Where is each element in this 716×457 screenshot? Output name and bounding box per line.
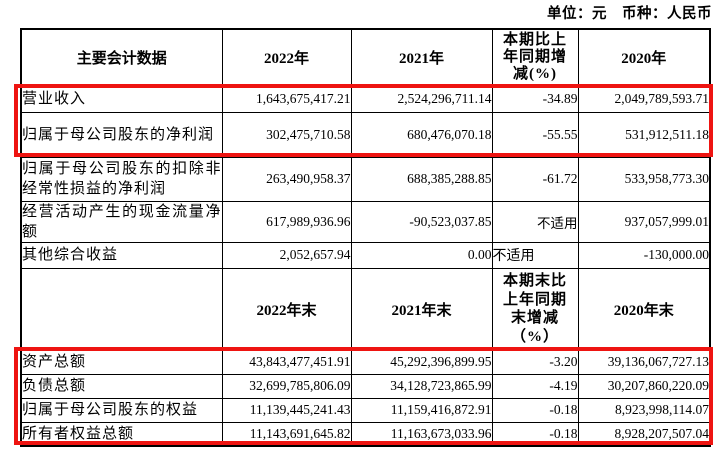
value-cell: -34.89 [491,84,579,113]
col-header-empty [20,267,223,351]
table-row: 其他综合收益 2,052,657.94 0.00 不适用 -130,000.00 [20,241,711,269]
table-row: 归属于母公司股东的净利润 302,475,710.58 680,476,070.18… [20,111,711,158]
row-label-cell: 归属于母公司股东的净利润 [20,111,223,158]
header-row-annual: 主要会计数据 2022年 2021年 本期比上年同期增减(%) 2020年 [20,28,711,86]
row-label-cell: 归属于母公司股东的权益 [20,397,223,423]
table-row: 归属于母公司股东的扣除非经常性损益的净利润 263,490,958.37 688,3… [20,156,711,202]
col-header-2022-year-end: 2022年末 [221,267,352,351]
table-section-year-end: 2022年末 2021年末 本期末比上年同期末增减（%） 2020年末 资产总额… [20,267,711,447]
row-label-cell: 营业收入 [20,84,223,113]
value-cell: 263,490,958.37 [221,156,352,202]
col-header-2021: 2021年 [350,28,493,86]
value-cell: 531,912,511.18 [577,111,711,158]
row-label-cell: 其他综合收益 [20,241,223,269]
value-cell: 2,049,789,593.71 [577,84,711,113]
value-cell: -90,523,037.85 [350,200,493,243]
value-cell: 11,139,445,241.43 [221,397,352,423]
table-section-annual: 主要会计数据 2022年 2021年 本期比上年同期增减(%) 2020年 营业… [20,28,711,269]
col-header-2020-year-end: 2020年末 [577,267,711,351]
value-cell: 8,923,998,114.07 [577,397,711,423]
value-cell: 39,136,067,727.13 [577,349,711,375]
value-cell: 688,385,288.85 [350,156,493,202]
value-cell: 680,476,070.18 [350,111,493,158]
row-label-cell: 负债总额 [20,373,223,399]
table-row: 资产总额 43,843,477,451.91 45,292,396,899.95 -3… [20,349,711,375]
value-cell: 43,843,477,451.91 [221,349,352,375]
col-header-2021-year-end: 2021年末 [350,267,493,351]
value-cell: 302,475,710.58 [221,111,352,158]
col-header-year-end-change: 本期末比上年同期末增减（%） [491,267,579,351]
value-cell: -4.19 [491,373,579,399]
value-cell: -0.18 [491,421,579,447]
row-label-cell: 经营活动产生的现金流量净额 [20,200,223,243]
value-cell: -130,000.00 [577,241,711,269]
value-cell: 45,292,396,899.95 [350,349,493,375]
unit-currency-note: 单位：元 币种：人民币 [547,6,712,22]
value-cell: 11,159,416,872.91 [350,397,493,423]
table-row: 所有者权益总额 11,143,691,645.82 11,163,673,033.9… [20,421,711,447]
value-cell: 0.00 [350,241,493,269]
row-label-cell: 归属于母公司股东的扣除非经常性损益的净利润 [20,156,223,202]
value-cell: 34,128,723,865.99 [350,373,493,399]
row-label-cell: 所有者权益总额 [20,421,223,447]
value-cell: -3.20 [491,349,579,375]
header-row-year-end: 2022年末 2021年末 本期末比上年同期末增减（%） 2020年末 [20,267,711,351]
col-header-main-data: 主要会计数据 [20,28,223,86]
table-row: 营业收入 1,643,675,417.21 2,524,296,711.14 -34.… [20,84,711,113]
table-row: 经营活动产生的现金流量净额 617,989,936.96 -90,523,037.8… [20,200,711,243]
value-cell: -61.72 [491,156,579,202]
value-cell: 不适用 [491,200,579,243]
value-cell: 533,958,773.30 [577,156,711,202]
value-cell: 2,052,657.94 [221,241,352,269]
value-cell: 11,163,673,033.96 [350,421,493,447]
table-row: 归属于母公司股东的权益 11,139,445,241.43 11,159,416,8… [20,397,711,423]
row-label-cell: 资产总额 [20,349,223,375]
value-cell: -0.18 [491,397,579,423]
value-cell: 30,207,860,220.09 [577,373,711,399]
value-cell: 617,989,936.96 [221,200,352,243]
value-cell: 32,699,785,806.09 [221,373,352,399]
value-cell: -55.55 [491,111,579,158]
col-header-2020: 2020年 [577,28,711,86]
key-accounting-data-table: 主要会计数据 2022年 2021年 本期比上年同期增减(%) 2020年 营业… [20,28,711,447]
value-cell: 937,057,999.01 [577,200,711,243]
col-header-yoy-change: 本期比上年同期增减(%) [491,28,579,86]
value-cell: 8,928,207,507.04 [577,421,711,447]
value-cell: 不适用 [491,241,579,269]
col-header-2022: 2022年 [221,28,352,86]
value-cell: 1,643,675,417.21 [221,84,352,113]
value-cell: 2,524,296,711.14 [350,84,493,113]
value-cell: 11,143,691,645.82 [221,421,352,447]
table-row: 负债总额 32,699,785,806.09 34,128,723,865.99 -4… [20,373,711,399]
